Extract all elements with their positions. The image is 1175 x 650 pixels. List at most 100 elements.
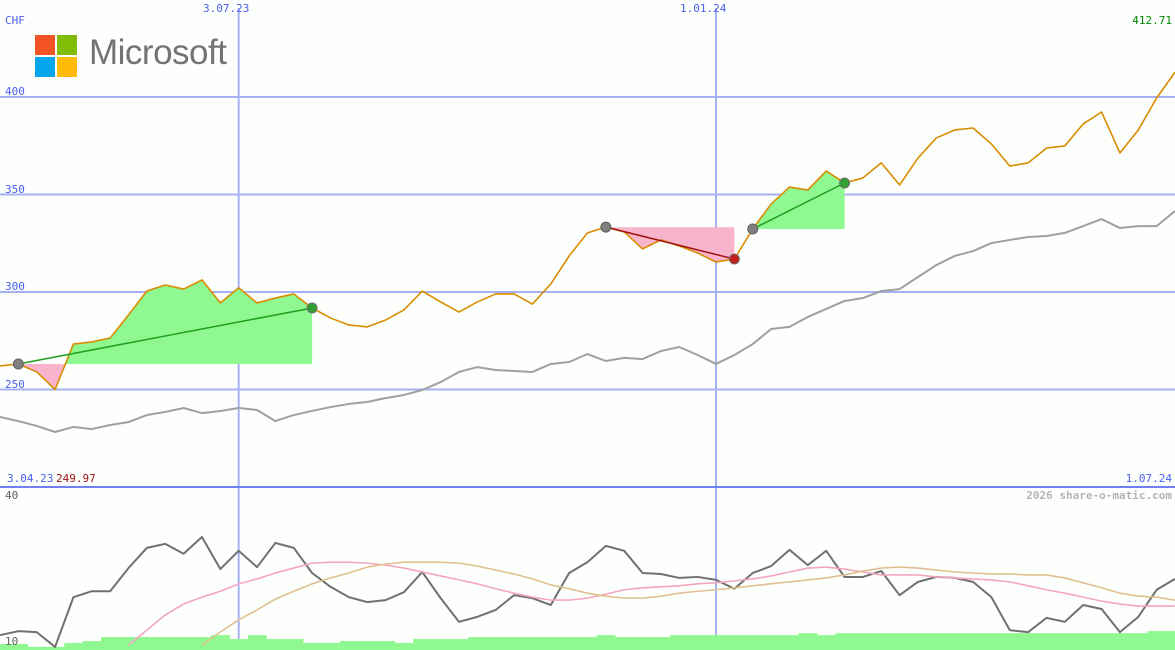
volume-bar: [1147, 631, 1167, 650]
trade-entry-marker: [12, 358, 24, 370]
volume-bar: [431, 639, 451, 650]
volume-bar: [468, 637, 488, 650]
volume-bar: [376, 641, 396, 650]
volume-bar: [339, 641, 359, 650]
volume-bar: [1110, 633, 1130, 650]
min-value-label: 249.97: [56, 472, 96, 485]
volume-bar: [1018, 633, 1038, 650]
trade-line: [605, 226, 735, 260]
volume-bar: [358, 641, 377, 650]
volume-bar: [945, 633, 965, 650]
volume-bar: [835, 633, 855, 650]
logo-square-blue: [35, 57, 55, 77]
volume-bar: [321, 643, 341, 650]
volume-bar: [1092, 633, 1112, 650]
price-line: [0, 71, 1175, 391]
volume-bar: [908, 633, 928, 650]
volume-bar: [0, 643, 10, 650]
volume-bar: [761, 635, 781, 650]
trade-line: [752, 182, 845, 230]
volume-bar: [137, 637, 157, 650]
volume-bar: [156, 637, 175, 650]
oscillator-line: [0, 536, 1175, 648]
volume-bar: [413, 639, 432, 650]
volume-bar: [670, 635, 689, 650]
volume-bar: [688, 635, 708, 650]
volume-bar: [633, 637, 653, 650]
volume-bar: [651, 637, 671, 650]
volume-bar: [1074, 633, 1093, 650]
trade-line: [18, 307, 313, 365]
volume-bar: [394, 643, 414, 650]
y-tick-label: 400: [5, 85, 25, 98]
volume-bar: [9, 643, 29, 650]
x-tick-label: 1.01.24: [680, 2, 727, 15]
volume-bar: [578, 637, 598, 650]
volume-bar: [780, 635, 800, 650]
volume-bar: [266, 639, 286, 650]
logo-text: Microsoft: [89, 33, 227, 72]
x-tick-label: 3.07.23: [203, 2, 250, 15]
volume-bar: [192, 637, 212, 650]
volume-bar: [963, 633, 983, 650]
volume-bar: [523, 637, 543, 650]
volume-bar: [1055, 633, 1075, 650]
trade-entry-marker: [600, 221, 612, 233]
volume-bar: [853, 633, 873, 650]
volume-bar: [1037, 633, 1057, 650]
volume-bar: [284, 639, 304, 650]
currency-label: CHF: [5, 14, 25, 27]
last-value-label: 412.71: [1132, 14, 1172, 27]
volume-bar: [82, 641, 102, 650]
trade-loss-area: [752, 229, 845, 230]
volume-bar: [706, 635, 726, 650]
volume-bar: [247, 635, 267, 650]
logo-square-green: [57, 35, 77, 55]
lower-y-tick-label: 40: [5, 489, 19, 502]
volume-bar: [302, 643, 322, 650]
ma_slow-line: [201, 561, 1175, 646]
end-date-label: 1.07.24: [1125, 472, 1172, 485]
trade-exit-marker: [839, 177, 851, 189]
volume-bar: [449, 639, 469, 650]
volume-bar: [1165, 631, 1175, 650]
volume-bar: [798, 633, 818, 650]
volume-bar: [890, 633, 910, 650]
volume-bar: [541, 637, 561, 650]
y-tick-label: 300: [5, 280, 25, 293]
volume-bar: [100, 637, 120, 650]
volume-bar: [872, 633, 891, 650]
trade-loss-area: [18, 363, 313, 390]
volume-bar: [816, 635, 836, 650]
volume-bar: [725, 635, 745, 650]
start-date-label: 3.04.23: [7, 472, 54, 485]
volume-bar: [211, 635, 230, 650]
volume-bar: [1129, 633, 1148, 650]
lower-y-tick-label: 10: [5, 635, 19, 648]
y-tick-label: 250: [5, 378, 25, 391]
volume-bar: [45, 646, 65, 650]
benchmark-line: [0, 210, 1175, 434]
volume-bar: [174, 637, 194, 650]
volume-bar: [27, 646, 47, 650]
volume-bar: [596, 635, 616, 650]
volume-bar: [743, 635, 763, 650]
volume-bar: [229, 639, 249, 650]
watermark: 2026 share-o-matic.com: [1026, 489, 1172, 502]
volume-bar: [504, 637, 524, 650]
volume-bar: [559, 637, 579, 650]
volume-bar: [982, 633, 1002, 650]
trade-exit-marker: [728, 253, 740, 265]
logo-square-yellow: [57, 57, 77, 77]
ma_fast-line: [128, 561, 1175, 646]
trade-gain-area: [752, 170, 845, 230]
volume-bar: [927, 633, 947, 650]
y-tick-label: 350: [5, 183, 25, 196]
logo-square-red: [35, 35, 55, 55]
trade-entry-marker: [747, 223, 759, 235]
volume-bar: [486, 637, 506, 650]
volume-bar: [615, 637, 634, 650]
trade-exit-marker: [306, 302, 318, 314]
